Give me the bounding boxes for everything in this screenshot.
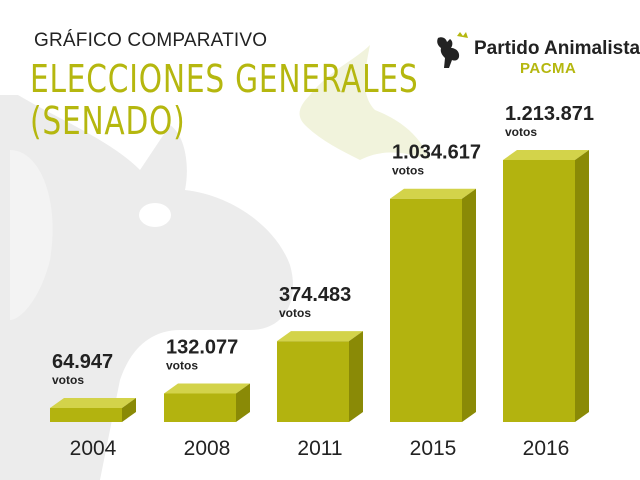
chart-title: ELECCIONES GENERALES (SENADO) xyxy=(30,57,419,143)
x-tick-label: 2008 xyxy=(184,437,231,460)
unit-label: votos xyxy=(279,306,311,320)
bar-front xyxy=(164,393,236,422)
unit-label: votos xyxy=(505,125,537,139)
bar-top xyxy=(277,331,363,342)
bar-2008 xyxy=(164,383,250,422)
unit-label: votos xyxy=(392,164,424,178)
value-label: 374.483 xyxy=(279,284,351,306)
bar-front xyxy=(50,407,122,422)
bar-front xyxy=(503,160,575,422)
dog-silhouette-icon xyxy=(437,32,468,68)
bar-side xyxy=(236,383,250,422)
bar-front xyxy=(277,341,349,422)
dove-watermark-shape xyxy=(299,45,430,160)
logo-name: Partido Animalista xyxy=(474,38,640,59)
x-tick-label: 2004 xyxy=(70,437,117,460)
dog-watermark-ear xyxy=(10,150,53,320)
bar-top xyxy=(503,150,589,160)
bar-front xyxy=(390,198,462,422)
bar-top xyxy=(164,383,250,394)
unit-label: votos xyxy=(166,358,198,372)
logo-acronym: PACMA xyxy=(520,60,577,77)
bar-side xyxy=(462,188,476,422)
unit-label: votos xyxy=(52,373,84,387)
party-logo: Partido Animalista PACMA xyxy=(432,30,640,80)
x-tick-label: 2015 xyxy=(410,437,457,460)
bar-2004 xyxy=(50,397,136,422)
x-tick-label: 2016 xyxy=(523,437,570,460)
bar-side xyxy=(349,331,363,422)
value-label: 132.077 xyxy=(166,336,238,358)
bar-top xyxy=(50,397,136,408)
dog-watermark-eye xyxy=(139,203,171,227)
bar-top xyxy=(390,188,476,199)
value-label: 1.034.617 xyxy=(392,142,481,164)
value-label: 64.947 xyxy=(52,351,113,373)
bar-2016 xyxy=(503,150,589,422)
x-tick-label: 2011 xyxy=(297,437,342,460)
dog-watermark-shape xyxy=(0,95,294,480)
bar-side xyxy=(575,150,589,422)
bar-side xyxy=(122,397,136,422)
chart-subtitle: GRÁFICO COMPARATIVO xyxy=(34,30,268,51)
value-label: 1.213.871 xyxy=(505,103,594,125)
bar-2011 xyxy=(277,331,363,422)
bar-2015 xyxy=(390,188,476,422)
